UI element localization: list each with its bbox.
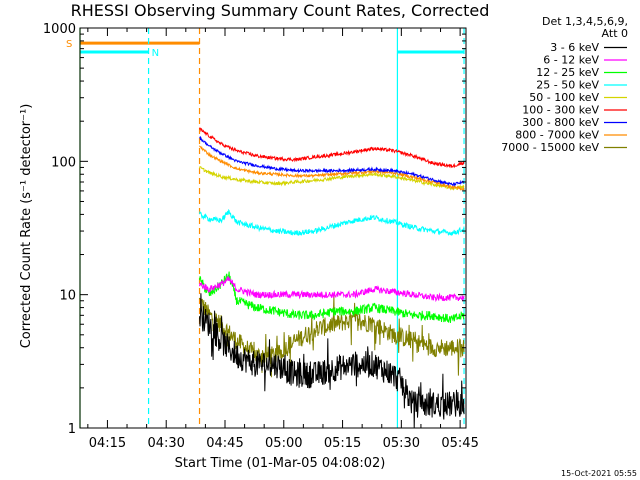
legend-header-line-2: Att 0 — [602, 27, 628, 40]
series-line-300-800-kev — [199, 136, 465, 187]
x-tick-label-04-30: 04:30 — [147, 436, 184, 451]
x-tick-label-04-15: 04:15 — [89, 436, 126, 451]
series-line-3-6-kev — [199, 293, 465, 429]
y-tick-label-100: 100 — [51, 155, 76, 170]
series-line-50-100-kev — [199, 166, 465, 191]
series-line-25-50-kev — [199, 208, 465, 237]
legend-label-800-7000-kev: 800 - 7000 keV — [515, 129, 599, 142]
flag-label-n: N — [152, 48, 159, 59]
y-tick-label-1000: 1000 — [43, 22, 76, 37]
series-line-100-300-kev — [199, 127, 465, 169]
legend-label-6-12-kev: 6 - 12 keV — [543, 54, 599, 67]
y-tick-label-1: 1 — [68, 422, 76, 437]
flags-layer: SN — [66, 39, 465, 59]
y-tick-label-10: 10 — [59, 289, 76, 304]
footer-timestamp: 15-Oct-2021 05:55 — [561, 469, 637, 478]
legend-label-100-300-kev: 100 - 300 keV — [522, 104, 599, 117]
legend-header-line-1: Det 1,3,4,5,6,9, — [542, 15, 628, 28]
chart-title: RHESSI Observing Summary Count Rates, Co… — [71, 1, 490, 20]
series-line-12-25-kev — [199, 271, 465, 324]
legend-label-12-25-kev: 12 - 25 keV — [536, 66, 599, 79]
flag-label-s: S — [66, 39, 72, 50]
x-tick-label-05-30: 05:30 — [383, 436, 420, 451]
x-tick-label-05-00: 05:00 — [265, 436, 302, 451]
legend-label-300-800-kev: 300 - 800 keV — [522, 116, 599, 129]
series-line-6-12-kev — [199, 275, 465, 303]
axis-ticks-layer: 1 10 100 1000 04:15 04:30 04:45 05:00 05:15 05:30… — [43, 22, 479, 451]
series-layer — [199, 127, 465, 429]
legend-label-50-100-kev: 50 - 100 keV — [529, 91, 599, 104]
y-axis-title: Corrected Count Rate (s⁻¹ detector⁻¹) — [19, 104, 34, 349]
x-tick-label-05-15: 05:15 — [324, 436, 361, 451]
series-line-7000-15000-kev — [199, 295, 465, 378]
x-tick-label-05-45: 05:45 — [441, 436, 478, 451]
legend-label-3-6-kev: 3 - 6 keV — [550, 41, 599, 54]
legend-label-7000-15000-kev: 7000 - 15000 keV — [501, 141, 599, 154]
legend-label-25-50-kev: 25 - 50 keV — [536, 79, 599, 92]
x-axis-title: Start Time (01-Mar-05 04:08:02) — [175, 456, 386, 471]
plot-frame — [79, 27, 467, 429]
x-tick-label-04-45: 04:45 — [206, 436, 243, 451]
series-line-800-7000-kev — [199, 145, 465, 191]
